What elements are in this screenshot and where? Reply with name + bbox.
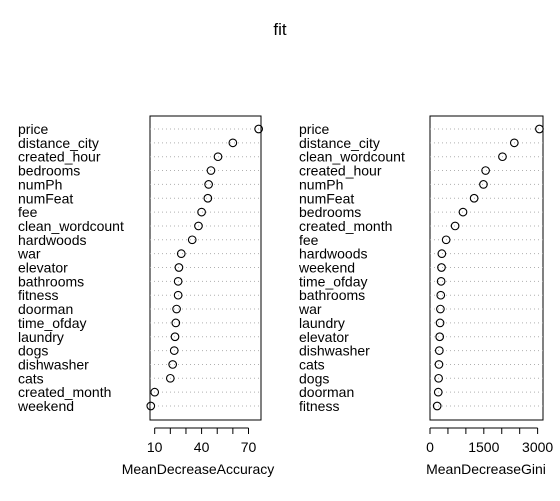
data-point <box>168 360 178 369</box>
data-point <box>194 221 203 231</box>
data-point <box>169 346 179 355</box>
category-label: hardwoods <box>299 246 368 262</box>
category-label: weekend <box>298 260 355 276</box>
category-label: dishwasher <box>18 356 89 372</box>
category-label: distance_city <box>299 135 380 151</box>
category-label: numFeat <box>18 190 73 206</box>
category-label: created_hour <box>18 149 101 165</box>
category-label: created_month <box>299 218 392 234</box>
data-point <box>254 124 264 134</box>
data-point <box>171 318 181 328</box>
category-label: numPh <box>18 176 62 192</box>
data-point <box>436 304 445 314</box>
category-label: numFeat <box>299 190 354 206</box>
category-label: cats <box>18 370 44 386</box>
x-axis-label: MeanDecreaseAccuracy <box>122 461 275 477</box>
category-label: hardwoods <box>18 232 87 248</box>
category-label: fitness <box>299 398 339 414</box>
category-label: doorman <box>299 384 354 400</box>
category-label: price <box>299 121 330 137</box>
data-point <box>172 304 181 314</box>
data-point <box>436 277 446 286</box>
data-point <box>469 193 479 203</box>
chart-title: fit <box>273 20 287 39</box>
data-point <box>165 373 175 383</box>
x-tick-label: 10 <box>147 439 163 455</box>
category-label: elevator <box>18 260 68 276</box>
data-point <box>150 387 160 397</box>
data-point <box>458 207 468 217</box>
data-point <box>203 193 213 203</box>
category-label: cats <box>299 356 325 372</box>
category-label: clean_wordcount <box>299 149 405 165</box>
x-axis-label: MeanDecreaseGini <box>426 461 546 477</box>
data-point <box>479 180 488 189</box>
category-label: time_ofday <box>299 273 367 289</box>
x-tick-label: 40 <box>194 439 210 455</box>
x-tick-label: 0 <box>426 439 434 455</box>
x-tick-label: 70 <box>241 439 257 455</box>
category-label: elevator <box>299 329 349 345</box>
data-point <box>437 263 446 272</box>
category-label: bedrooms <box>18 163 80 179</box>
data-point <box>450 221 460 231</box>
category-label: bedrooms <box>299 204 361 220</box>
gini-panel: pricedistance_cityclean_wordcountcreated… <box>298 115 553 477</box>
category-label: bathrooms <box>299 287 365 303</box>
category-label: created_month <box>18 384 111 400</box>
category-label: weekend <box>17 398 74 414</box>
category-label: clean_wordcount <box>18 218 124 234</box>
category-label: time_ofday <box>18 315 86 331</box>
x-tick-label: 3000 <box>522 439 553 455</box>
data-point <box>509 138 519 148</box>
data-point <box>437 249 447 258</box>
data-point <box>435 332 445 342</box>
data-point <box>213 152 223 162</box>
data-point <box>481 166 490 175</box>
data-point <box>173 290 183 300</box>
data-point <box>434 360 444 369</box>
accuracy-panel: pricedistance_citycreated_hourbedroomsnu… <box>17 115 275 477</box>
category-label: war <box>17 246 41 262</box>
category-label: dogs <box>18 343 48 359</box>
category-label: doorman <box>18 301 73 317</box>
data-point <box>535 124 544 134</box>
data-point <box>187 235 197 245</box>
data-point <box>441 235 451 245</box>
data-point <box>434 346 444 355</box>
category-label: fee <box>299 232 319 248</box>
category-label: war <box>298 301 322 317</box>
category-label: fee <box>18 204 38 220</box>
data-point <box>498 152 507 162</box>
data-point <box>174 263 184 272</box>
data-point <box>434 373 443 383</box>
data-point <box>435 318 445 328</box>
data-point <box>228 138 238 148</box>
data-point <box>173 277 183 286</box>
data-point <box>146 401 156 411</box>
category-label: price <box>18 121 49 137</box>
data-point <box>206 166 216 175</box>
data-point <box>176 249 186 258</box>
x-tick-label: 1500 <box>468 439 499 455</box>
category-label: laundry <box>299 315 345 331</box>
data-point <box>197 207 206 217</box>
data-point <box>432 401 442 411</box>
category-label: created_hour <box>299 163 382 179</box>
category-label: bathrooms <box>18 273 84 289</box>
category-label: dishwasher <box>299 343 370 359</box>
data-point <box>204 180 213 189</box>
category-label: fitness <box>18 287 58 303</box>
category-label: numPh <box>299 176 343 192</box>
data-point <box>433 387 443 397</box>
category-label: laundry <box>18 329 64 345</box>
category-label: distance_city <box>18 135 99 151</box>
data-point <box>170 332 180 342</box>
category-label: dogs <box>299 370 329 386</box>
data-point <box>436 290 446 300</box>
